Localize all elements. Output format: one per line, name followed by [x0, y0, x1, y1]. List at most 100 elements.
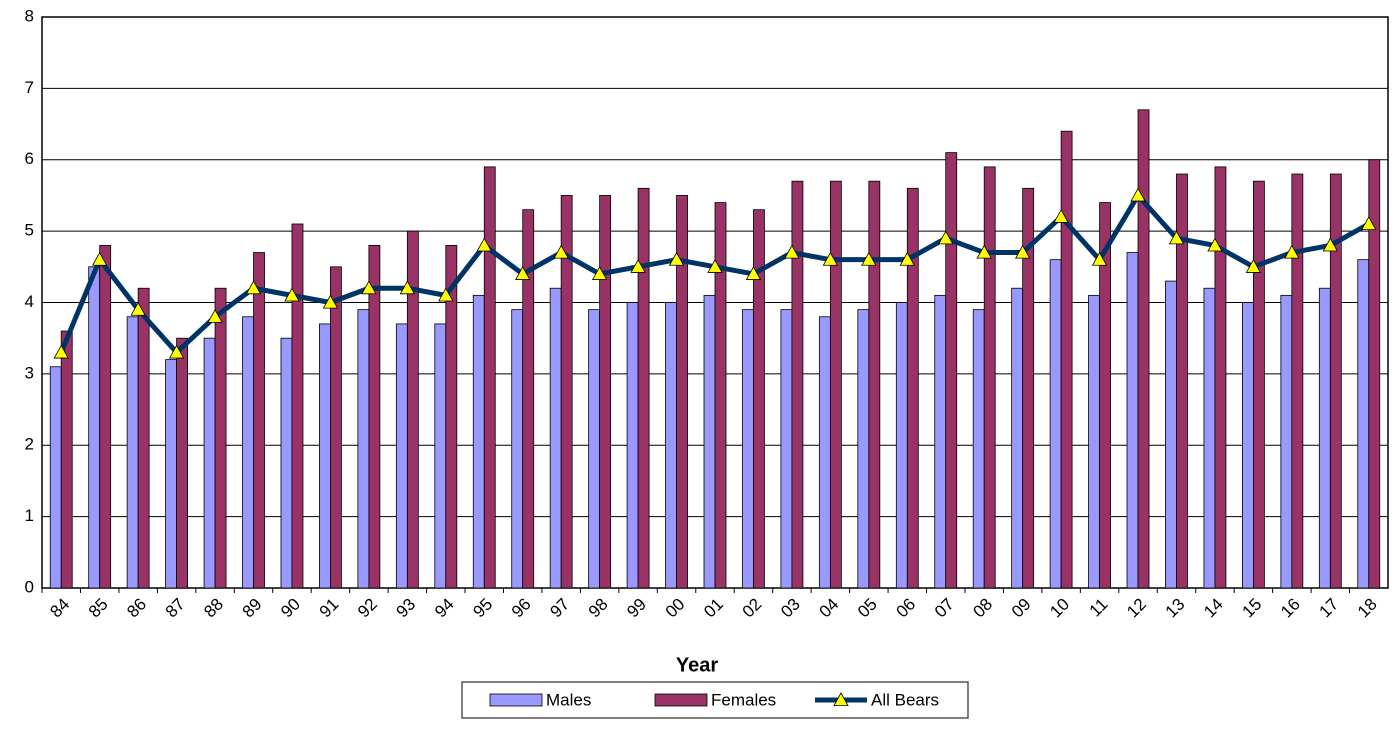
bar	[868, 180, 881, 589]
bar	[1060, 130, 1073, 589]
x-tick-label: 87	[162, 595, 189, 622]
marker	[207, 308, 223, 323]
bar	[165, 359, 178, 589]
legend-label: All Bears	[871, 690, 939, 709]
bar	[742, 309, 754, 589]
x-tick-label: 11	[1086, 595, 1112, 621]
marker	[707, 258, 723, 273]
bar	[1253, 180, 1265, 589]
bar	[1357, 259, 1370, 589]
x-tick-label: 96	[508, 595, 535, 622]
bar	[665, 302, 677, 589]
bar	[791, 180, 804, 589]
bar	[319, 323, 331, 589]
bar	[906, 187, 919, 589]
bar	[1368, 159, 1381, 589]
bar	[1022, 187, 1035, 589]
bar	[626, 302, 639, 589]
bar	[214, 287, 227, 589]
marker	[1207, 237, 1223, 252]
bar	[972, 309, 985, 589]
bar	[137, 287, 150, 589]
bar	[291, 223, 304, 589]
marker	[1322, 237, 1338, 252]
bar	[1176, 173, 1188, 589]
x-tick-label: 94	[431, 595, 458, 622]
marker	[822, 251, 839, 266]
marker	[130, 301, 146, 316]
bar	[406, 230, 419, 589]
bar	[483, 166, 496, 589]
legend-label: Females	[711, 690, 776, 709]
marker	[1053, 209, 1069, 223]
x-tick-label: 84	[46, 595, 73, 622]
marker	[361, 280, 377, 295]
bar	[176, 337, 189, 589]
marker	[1168, 230, 1185, 245]
bar	[357, 309, 370, 589]
marker	[899, 251, 915, 266]
bar	[434, 323, 447, 589]
marker	[284, 287, 300, 302]
bar	[1214, 166, 1227, 589]
x-tick-label: 01	[700, 595, 727, 622]
marker	[1091, 251, 1108, 266]
bar	[1099, 202, 1111, 589]
bar	[126, 316, 139, 589]
bar	[818, 316, 831, 589]
x-tick-label: 85	[85, 595, 112, 622]
bar	[1242, 302, 1254, 589]
legend-swatch	[654, 693, 708, 707]
x-tick-label: 02	[739, 595, 766, 622]
x-tick-label: 90	[277, 595, 304, 622]
y-tick-label: 0	[25, 577, 34, 596]
bar	[945, 152, 958, 589]
marker	[399, 280, 416, 295]
x-tick-label: 89	[239, 595, 266, 622]
bar	[560, 195, 573, 589]
x-tick-label: 93	[393, 595, 420, 622]
x-tick-label: 05	[854, 595, 881, 622]
marker	[92, 251, 108, 266]
marker	[53, 344, 69, 359]
bar	[280, 337, 293, 589]
bar	[330, 266, 342, 589]
x-tick-label: 15	[1239, 595, 1266, 622]
bar	[588, 309, 601, 589]
bar	[1165, 280, 1177, 589]
x-tick-label: 97	[546, 595, 573, 622]
bar	[60, 330, 73, 589]
y-tick-label: 5	[25, 221, 34, 240]
bar	[472, 294, 485, 589]
x-tick-label: 18	[1354, 595, 1381, 622]
marker	[784, 244, 800, 259]
bar	[703, 294, 716, 589]
x-tick-label: 14	[1200, 595, 1227, 622]
marker	[322, 294, 339, 309]
bar	[753, 209, 765, 589]
x-tick-label: 10	[1046, 595, 1073, 622]
x-tick-label: 09	[1008, 595, 1035, 622]
bar	[1137, 109, 1150, 589]
y-tick-label: 4	[25, 292, 34, 311]
legend-swatch	[489, 693, 543, 707]
x-tick-label: 16	[1277, 595, 1304, 622]
y-tick-label: 3	[25, 363, 34, 382]
x-tick-label: 08	[969, 595, 996, 622]
marker	[591, 266, 608, 280]
bar	[395, 323, 408, 589]
y-tick-label: 1	[25, 506, 34, 525]
bar	[242, 316, 254, 589]
marker	[668, 251, 685, 266]
bar	[676, 195, 688, 589]
bar	[88, 266, 101, 589]
x-tick-label: 86	[123, 595, 150, 622]
x-tick-label: 00	[662, 595, 689, 622]
legend-box	[461, 681, 969, 719]
marker	[1130, 187, 1146, 202]
x-tick-label: 07	[931, 595, 958, 622]
x-tick-label: 91	[316, 595, 343, 622]
bar	[1203, 287, 1216, 589]
bar	[829, 180, 842, 589]
